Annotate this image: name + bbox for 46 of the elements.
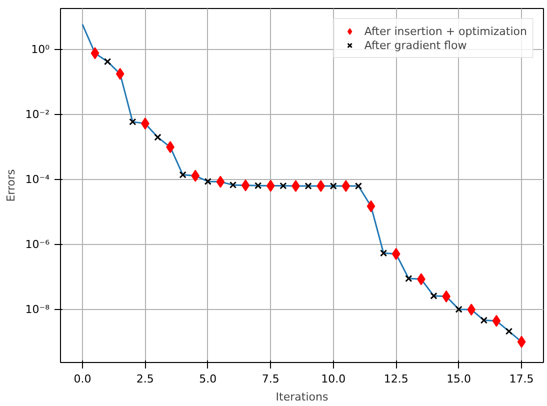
point — [304, 182, 312, 190]
y-tick-label: 10⁻⁶ — [25, 238, 50, 251]
x-tick-label: 5.0 — [199, 372, 217, 386]
point — [455, 306, 462, 313]
point — [342, 180, 350, 192]
legend-label: After insertion + optimization — [364, 24, 527, 38]
point — [129, 118, 136, 126]
x-tick-label: 15.0 — [446, 372, 472, 386]
point — [366, 200, 376, 212]
point — [204, 178, 212, 186]
x-tick-label: 12.5 — [384, 372, 408, 386]
point — [216, 176, 225, 188]
x-tick-label: 17.5 — [509, 372, 534, 386]
point — [241, 179, 250, 192]
y-tick-label: 10⁻⁸ — [25, 302, 50, 316]
point — [405, 274, 412, 282]
point — [254, 182, 262, 190]
point — [492, 314, 501, 327]
x-tick-label: 0.0 — [74, 372, 92, 386]
point — [90, 47, 100, 60]
point — [116, 68, 124, 80]
point — [354, 182, 362, 190]
point — [467, 304, 476, 316]
point — [191, 170, 200, 182]
y-tick-label: 10⁰ — [31, 43, 50, 56]
point — [480, 316, 488, 324]
point — [505, 328, 513, 335]
x-axis-title: Iterations — [276, 390, 328, 404]
point — [430, 292, 438, 300]
point — [392, 248, 400, 260]
x-tick-label: 7.5 — [262, 372, 280, 386]
x-tick-label: 2.5 — [136, 372, 154, 386]
y-axis-title: Errors — [4, 168, 18, 202]
legend-label: After gradient flow — [364, 38, 467, 52]
point — [179, 171, 186, 178]
point — [517, 336, 526, 348]
point — [229, 181, 237, 189]
point — [330, 182, 337, 190]
point — [380, 250, 388, 257]
y-tick-label: 10⁻² — [25, 108, 50, 122]
point — [154, 134, 162, 141]
x-tick-label: 10.0 — [321, 372, 346, 386]
y-tick-label: 10⁻⁴ — [25, 173, 50, 186]
point — [280, 182, 287, 190]
point — [104, 58, 112, 66]
point — [266, 180, 275, 192]
